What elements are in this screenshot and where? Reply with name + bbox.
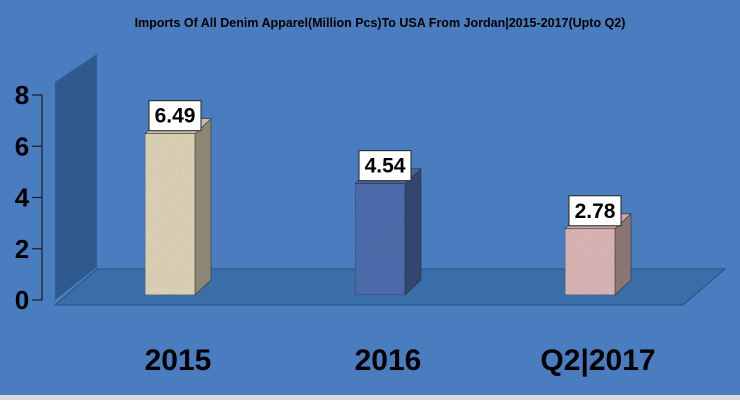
x-tick-label: Q2|2017 [540, 344, 655, 377]
data-label-box [148, 100, 202, 132]
data-label: 2.78 [575, 200, 616, 223]
bar-2016: 4.54 [354, 150, 422, 296]
y-tick-label: 0 [15, 285, 29, 315]
back-wall [55, 54, 97, 300]
y-tick-label: 4 [15, 183, 30, 213]
data-label-box [358, 150, 412, 182]
chart-title: Imports Of All Denim Apparel(Million Pcs… [135, 16, 626, 30]
bar-side [404, 167, 422, 296]
bar-side [194, 118, 212, 296]
bottom-border [0, 395, 740, 400]
bar-front [564, 228, 616, 296]
y-axis: 0 2 4 6 8 [15, 80, 43, 315]
x-tick-label: 2015 [145, 344, 212, 377]
x-axis: 2015 2016 Q2|2017 [145, 344, 656, 377]
y-tick-label: 6 [15, 131, 29, 161]
y-tick-label: 2 [15, 234, 29, 264]
bar-front [354, 183, 406, 296]
data-label: 6.49 [155, 105, 196, 128]
bar-front [144, 133, 196, 296]
bars: 6.49 4.54 2.78 [144, 100, 632, 296]
bar-2015: 6.49 [144, 100, 212, 296]
data-label-box [568, 195, 622, 227]
y-tick-label: 8 [15, 80, 29, 110]
x-tick-label: 2016 [355, 344, 422, 377]
data-label: 4.54 [365, 155, 406, 178]
bar-Q22017: 2.78 [564, 195, 632, 296]
